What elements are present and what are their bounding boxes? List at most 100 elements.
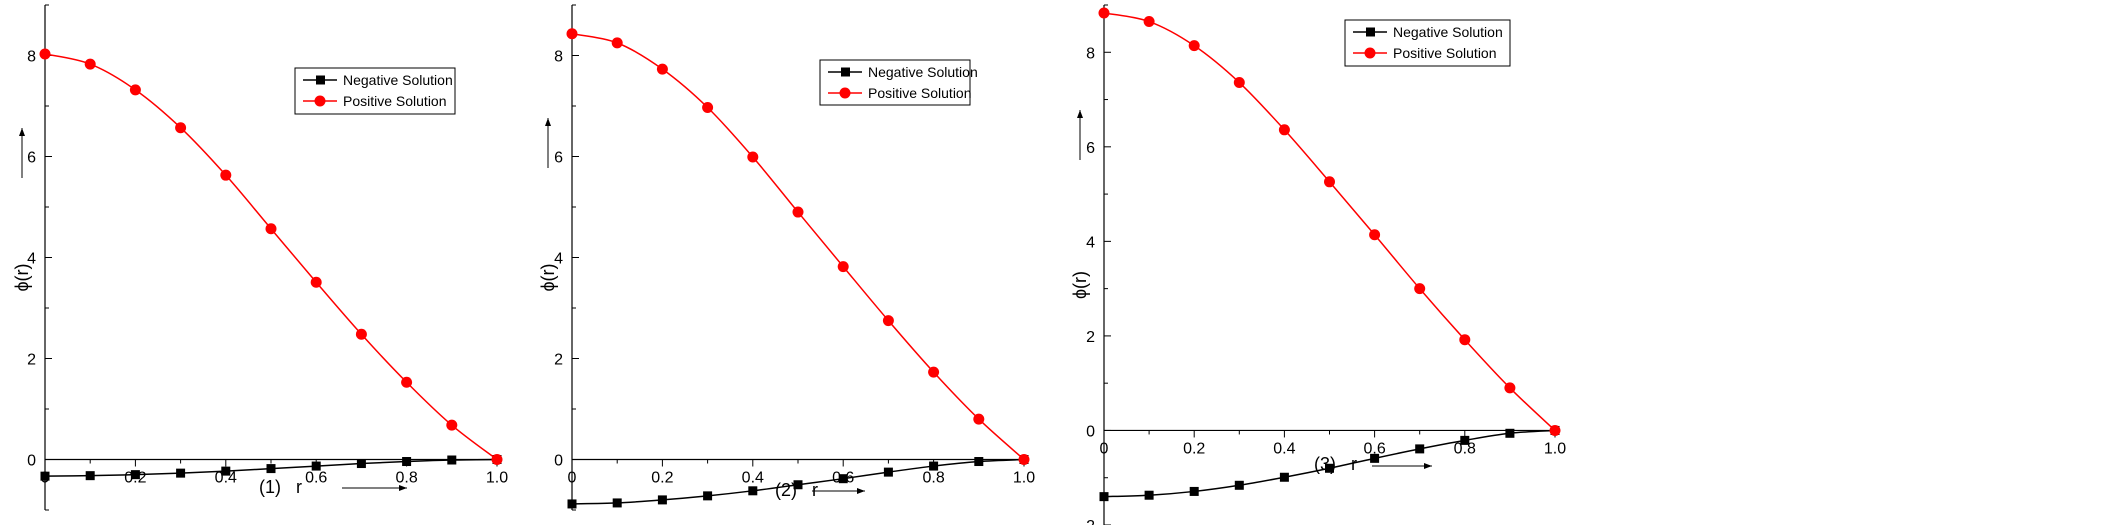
positive-solution-point	[446, 419, 458, 431]
positive-solution-point	[39, 48, 51, 60]
negative-solution-point	[176, 468, 186, 478]
y-tick-label: -2	[1081, 518, 1095, 525]
x-tick-label: 0.2	[1183, 440, 1205, 457]
negative-solution-point	[447, 455, 457, 465]
negative-solution-point	[221, 466, 231, 476]
positive-solution-point	[491, 454, 503, 465]
legend-circle-marker	[839, 87, 851, 99]
positive-solution-point	[355, 328, 367, 340]
legend: Negative Solution Positive Solution	[819, 59, 978, 106]
negative-solution-point	[1234, 480, 1244, 490]
x-tick-label: 0.8	[395, 470, 417, 487]
negative-solution-point	[1144, 490, 1154, 500]
positive-solution-point	[265, 223, 277, 235]
x-axis-label: r	[296, 477, 302, 497]
legend-label: Positive Solution	[868, 85, 972, 101]
positive-solution-point	[1369, 229, 1381, 241]
legend-square-marker	[1366, 27, 1375, 37]
positive-solution-point	[1278, 124, 1290, 136]
positive-solution-point	[1549, 424, 1561, 436]
positive-solution-point	[1098, 7, 1110, 19]
negative-solution-point	[1325, 463, 1334, 473]
negative-solution-point	[266, 464, 276, 474]
x-tick-label: 0.6	[1363, 440, 1385, 457]
negative-solution-point	[974, 457, 984, 467]
positive-solution-point	[973, 413, 985, 425]
positive-solution-point	[401, 376, 413, 388]
positive-solution-point	[1188, 40, 1200, 52]
negative-solution-point	[402, 457, 412, 467]
positive-solution-point	[882, 315, 894, 327]
y-axis-label: ϕ(r)	[538, 263, 558, 291]
x-tick-label: 1.0	[1013, 470, 1035, 487]
negative-solution-point	[1189, 486, 1199, 496]
y-tick-label: 6	[554, 150, 563, 167]
positive-solution-point	[792, 206, 804, 218]
x-axis-arrowhead	[1424, 463, 1432, 469]
positive-solution-point	[1233, 77, 1245, 89]
y-tick-label: 4	[554, 251, 563, 268]
positive-solution-point	[1143, 16, 1155, 28]
y-tick-label: 0	[1086, 423, 1095, 440]
x-tick-label: 1.0	[486, 470, 508, 487]
positive-solution-point	[837, 261, 849, 273]
y-tick-label: 2	[27, 352, 36, 369]
negative-solution-point	[1460, 435, 1470, 445]
y-axis-arrowhead	[19, 128, 25, 136]
negative-solution-point	[929, 461, 939, 471]
legend-label: Positive Solution	[1393, 45, 1497, 61]
x-tick-label: 0.8	[922, 470, 944, 487]
y-tick-label: 0	[554, 453, 563, 470]
y-axis-arrowhead	[1077, 110, 1083, 118]
y-axis-label: ϕ(r)	[12, 263, 32, 291]
negative-solution-point	[748, 486, 758, 496]
negative-solution-point	[657, 495, 667, 505]
negative-solution-point	[130, 470, 140, 480]
positive-solution-point	[747, 151, 759, 163]
negative-solution-point	[703, 491, 713, 501]
x-tick-label: 1.0	[1544, 440, 1566, 457]
legend-label: Negative Solution	[343, 72, 453, 88]
negative-solution-point	[883, 467, 893, 477]
x-tick-label: 0	[568, 470, 577, 487]
positive-solution-point	[129, 84, 141, 96]
x-axis-label: r	[812, 480, 818, 500]
negative-solution-point	[1415, 444, 1425, 454]
x-axis-label: r	[1351, 454, 1357, 474]
positive-solution-point	[220, 169, 232, 181]
negative-solution-point	[40, 471, 50, 481]
negative-solution-point	[85, 471, 95, 481]
negative-solution-point	[1370, 453, 1380, 463]
legend-circle-marker	[314, 95, 326, 107]
legend: Negative Solution Positive Solution	[294, 67, 456, 115]
legend: Negative Solution Positive Solution	[1344, 19, 1511, 67]
positive-solution-point	[1324, 176, 1335, 188]
x-tick-label: 0.6	[305, 470, 327, 487]
y-tick-label: 8	[1086, 45, 1095, 62]
legend-label: Negative Solution	[1393, 24, 1503, 40]
legend-square-marker	[841, 67, 850, 77]
x-tick-label: 0	[1100, 440, 1109, 457]
series-line-positive	[1103, 12, 1556, 432]
x-tick-label: 0.2	[651, 470, 673, 487]
legend-label: Negative Solution	[868, 64, 978, 80]
x-tick-label: 0.8	[1454, 440, 1476, 457]
series-line-positive	[44, 53, 498, 461]
legend-square-marker	[316, 75, 325, 85]
positive-solution-point	[656, 63, 668, 75]
positive-solution-point	[1459, 334, 1471, 346]
panel-caption: (1)	[259, 477, 281, 497]
positive-solution-point	[175, 122, 187, 134]
negative-solution-point	[356, 459, 366, 469]
x-tick-label: 0.4	[1273, 440, 1295, 457]
y-tick-label: 8	[554, 49, 563, 66]
y-tick-label: 4	[1086, 234, 1095, 251]
y-tick-label: 6	[27, 150, 36, 167]
chart-panel-3: -20246800.20.40.60.81.0ϕ(r)(3)rNegative …	[1070, 4, 1566, 525]
positive-solution-point	[84, 58, 96, 70]
x-axis-arrowhead	[399, 485, 407, 491]
positive-solution-point	[566, 28, 578, 40]
